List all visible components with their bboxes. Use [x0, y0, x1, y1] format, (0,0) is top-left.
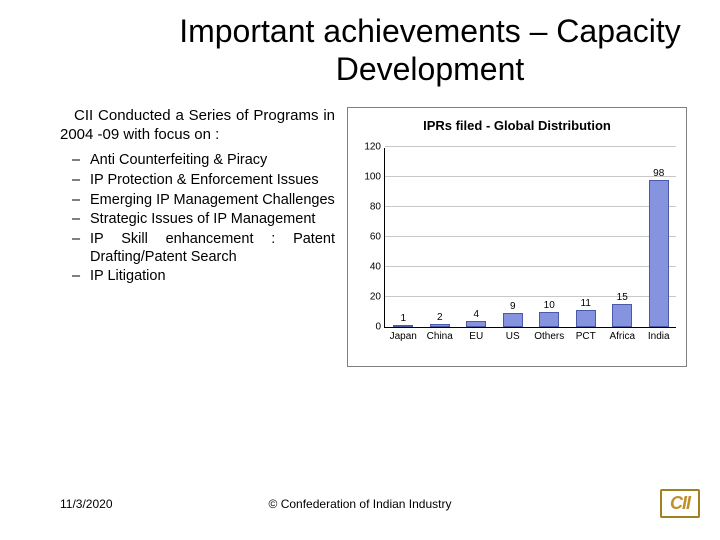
chart-bar: 11 [576, 310, 596, 327]
chart-xtick: Japan [390, 331, 417, 342]
chart-gridline [385, 236, 676, 237]
slide-footer: 11/3/2020 © Confederation of Indian Indu… [0, 489, 720, 518]
chart-gridline [385, 266, 676, 267]
list-item: IP Protection & Enforcement Issues [72, 172, 335, 190]
intro-paragraph: CII Conducted a Series of Programs in 20… [60, 107, 335, 145]
cii-logo: CII [660, 489, 700, 518]
chart-bar-value: 98 [653, 168, 664, 179]
chart-gridline [385, 176, 676, 177]
chart-xtick: PCT [576, 331, 596, 342]
chart-bar: 2 [430, 324, 450, 327]
chart-bar-value: 2 [437, 312, 443, 323]
chart-bar: 4 [466, 321, 486, 327]
chart-container: IPRs filed - Global Distribution 0 20 40 60… [347, 107, 687, 367]
chart-bar: 10 [539, 312, 559, 327]
chart-ytick: 120 [364, 141, 385, 152]
chart-xtick: US [506, 331, 520, 342]
list-item: IP Litigation [72, 268, 335, 286]
chart-bar: 9 [503, 313, 523, 327]
chart-bar: 15 [612, 304, 632, 327]
chart-bar: 98 [649, 180, 669, 327]
list-item: IP Skill enhancement : Patent Drafting/P… [72, 231, 335, 266]
chart-ytick: 40 [370, 261, 385, 272]
chart-xtick: China [427, 331, 453, 342]
text-column: CII Conducted a Series of Programs in 20… [60, 107, 335, 367]
chart-gridline [385, 296, 676, 297]
chart-ytick: 100 [364, 171, 385, 182]
footer-date: 11/3/2020 [60, 497, 113, 511]
chart-gridline [385, 206, 676, 207]
page-title: Important achievements – Capacity Develo… [0, 0, 720, 99]
chart-plot-area: 0204060801001201Japan2China4EU9US10Other… [384, 148, 676, 328]
chart-xtick: Africa [609, 331, 635, 342]
chart-bar-value: 10 [544, 300, 555, 311]
chart-column: IPRs filed - Global Distribution 0 20 40 60… [347, 107, 702, 367]
chart-bar-value: 11 [581, 298, 591, 309]
content-row: CII Conducted a Series of Programs in 20… [0, 99, 720, 367]
chart-bar: 1 [393, 325, 413, 327]
chart-bar-value: 9 [510, 301, 516, 312]
chart-xtick: India [648, 331, 670, 342]
chart-bar-value: 1 [400, 313, 406, 324]
chart-gridline [385, 146, 676, 147]
chart-title: IPRs filed - Global Distribution [348, 108, 686, 139]
chart-ytick: 0 [375, 321, 385, 332]
list-item: Emerging IP Management Challenges [72, 192, 335, 210]
cii-logo-text: CII [670, 493, 690, 513]
chart-xtick: EU [469, 331, 483, 342]
chart-ytick: 80 [370, 201, 385, 212]
chart-ytick: 60 [370, 231, 385, 242]
list-item: Strategic Issues of IP Management [72, 211, 335, 229]
list-item: Anti Counterfeiting & Piracy [72, 152, 335, 170]
chart-bar-value: 4 [473, 309, 479, 320]
bullet-list: Anti Counterfeiting & Piracy IP Protecti… [60, 152, 335, 286]
footer-copyright: © Confederation of Indian Industry [269, 497, 452, 511]
chart-ytick: 20 [370, 291, 385, 302]
chart-xtick: Others [534, 331, 564, 342]
chart-bar-value: 15 [617, 292, 628, 303]
